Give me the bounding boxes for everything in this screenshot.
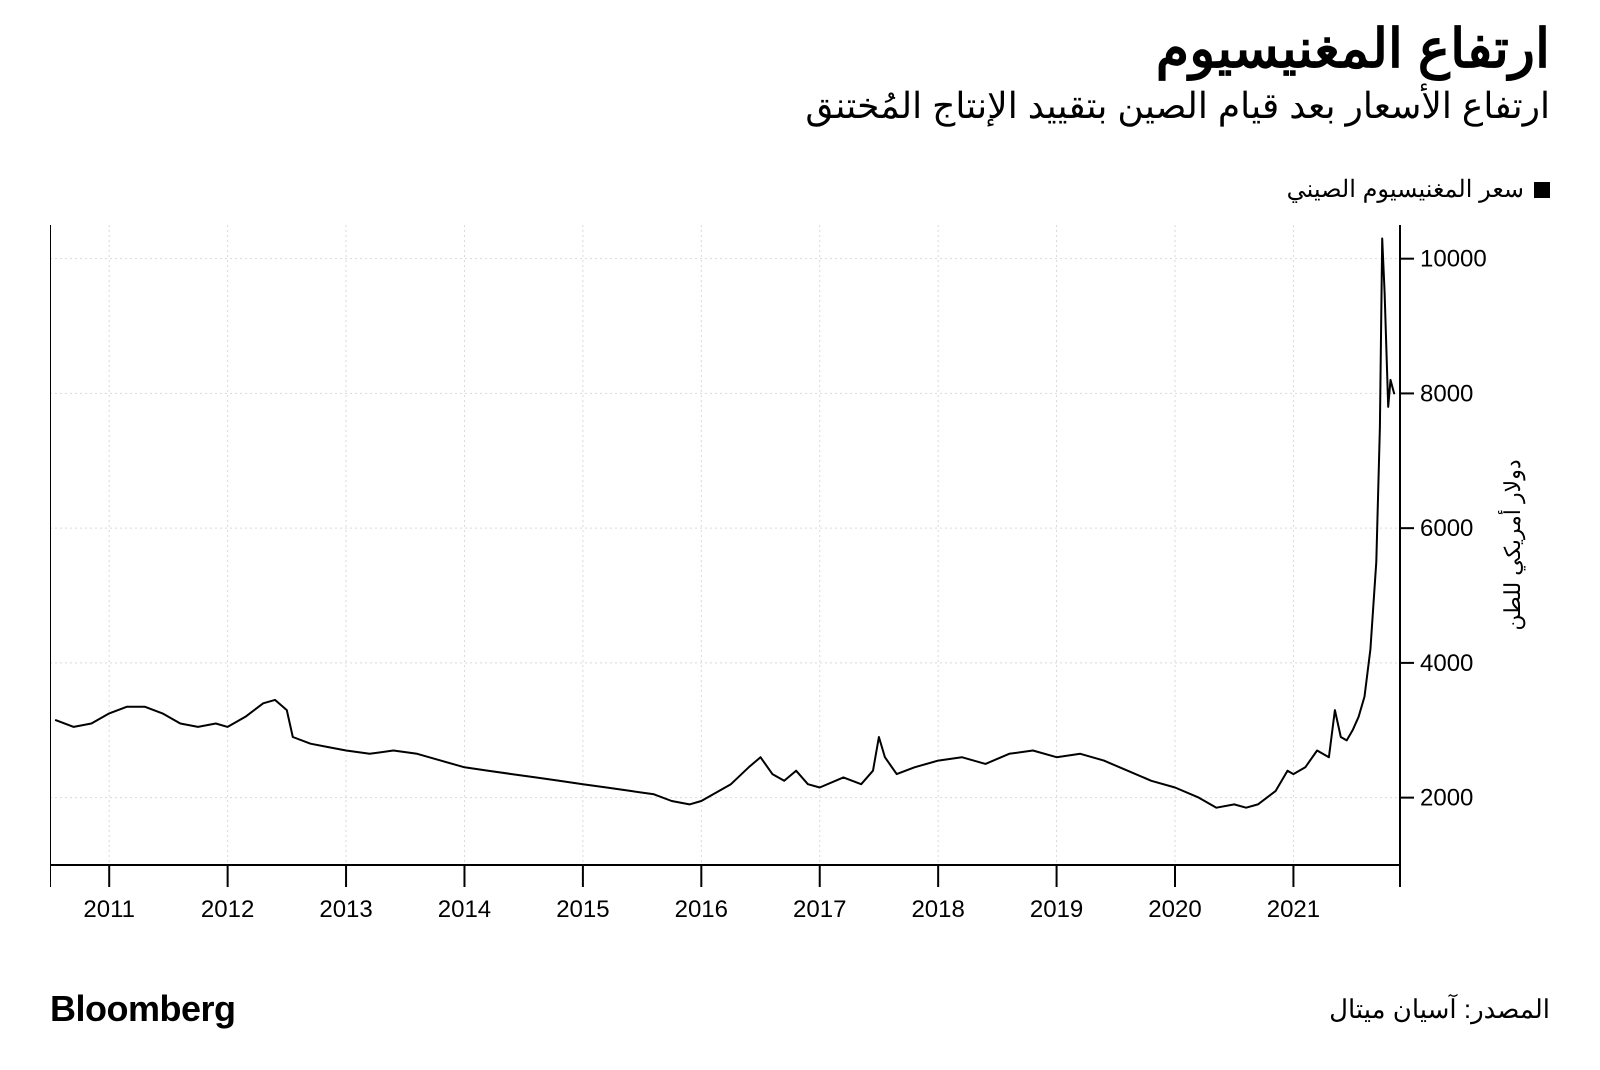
x-ticks: 2011 2012 2013 2014 2015 2016 2017 2018 2019 2020… <box>83 865 1320 923</box>
x-tick-label: 2015 <box>556 896 609 923</box>
source-label: المصدر: آسيان ميتال <box>1329 994 1550 1025</box>
x-tick-label: 2021 <box>1267 896 1320 923</box>
x-tick-label: 2017 <box>793 896 846 923</box>
y-tick-label: 4000 <box>1420 650 1473 677</box>
chart-legend: سعر المغنيسيوم الصيني <box>1287 175 1550 204</box>
y-tick-label: 6000 <box>1420 515 1473 542</box>
x-tick-label: 2019 <box>1030 896 1083 923</box>
y-axis-title: دولار أمريكي للطن <box>1497 459 1526 630</box>
x-tick-label: 2011 <box>83 896 135 923</box>
price-line <box>56 239 1394 808</box>
x-tick-label: 2020 <box>1148 896 1201 923</box>
brand-logo: Bloomberg <box>50 988 236 1030</box>
line-series <box>56 239 1394 808</box>
x-tick-label: 2016 <box>675 896 728 923</box>
x-tick-label: 2013 <box>319 896 372 923</box>
y-tick-label: 10000 <box>1420 246 1487 273</box>
chart-title: ارتفاع المغنيسيوم <box>805 20 1550 79</box>
chart-container: 2011 2012 2013 2014 2015 2016 2017 2018 2019 2020… <box>50 225 1540 935</box>
x-tick-label: 2012 <box>201 896 254 923</box>
y-tick-label: 2000 <box>1420 785 1473 812</box>
legend-swatch <box>1534 182 1550 198</box>
legend-label: سعر المغنيسيوم الصيني <box>1287 175 1524 204</box>
price-line-chart: 2011 2012 2013 2014 2015 2016 2017 2018 2019 2020… <box>50 225 1540 935</box>
gridlines <box>50 225 1400 865</box>
x-tick-label: 2014 <box>438 896 491 923</box>
y-ticks: 2000 4000 6000 8000 10000 <box>1400 246 1487 812</box>
y-axis-title-text: دولار أمريكي للطن <box>1497 459 1526 630</box>
chart-header: ارتفاع المغنيسيوم ارتفاع الأسعار بعد قيا… <box>805 20 1550 127</box>
chart-subtitle: ارتفاع الأسعار بعد قيام الصين بتقييد الإ… <box>805 85 1550 127</box>
chart-footer: Bloomberg المصدر: آسيان ميتال <box>50 988 1550 1030</box>
x-tick-label: 2018 <box>911 896 964 923</box>
y-tick-label: 8000 <box>1420 380 1473 407</box>
